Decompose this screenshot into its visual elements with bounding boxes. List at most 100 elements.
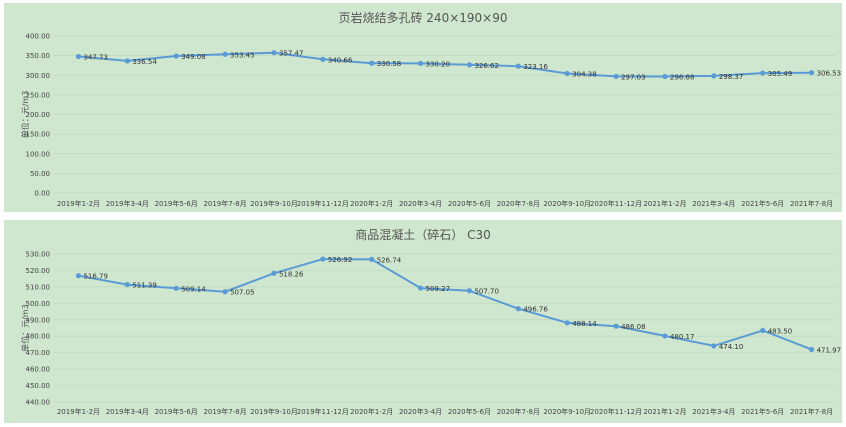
data-point <box>466 288 473 294</box>
data-label: 496.76 <box>523 306 548 314</box>
data-point <box>124 58 130 64</box>
y-tick-label: 200.00 <box>26 111 51 119</box>
data-label: 323.16 <box>523 63 548 71</box>
y-tick-label: 0.00 <box>34 190 50 198</box>
data-point <box>222 51 228 57</box>
line-chart-brick: 0.00 50.00 100.00 150.00 200.00 250.00 300.00 3… <box>20 33 842 209</box>
data-label: 296.88 <box>670 73 695 81</box>
y-tick-label: 480.00 <box>26 333 51 341</box>
data-label: 511.39 <box>132 282 157 290</box>
data-label: 330.20 <box>426 60 451 68</box>
data-label: 516.79 <box>83 273 108 281</box>
x-tick-label: 2020年5-6月 <box>448 199 491 208</box>
x-tick-label: 2019年7-8月 <box>203 407 246 416</box>
y-tick-label: 100.00 <box>26 150 51 158</box>
y-tick-label: 150.00 <box>26 131 51 139</box>
data-label: 507.70 <box>474 288 499 296</box>
series-line <box>78 51 812 78</box>
data-label: 340.66 <box>328 56 353 64</box>
data-label: 347.73 <box>83 54 108 62</box>
data-label: 357.47 <box>279 50 304 58</box>
data-label: 304.38 <box>572 71 597 79</box>
y-tick-label: 530.00 <box>26 251 51 259</box>
y-tick-label: 400.00 <box>26 33 51 41</box>
chart-title: 商品混凝土（碎石） C30 <box>355 228 491 242</box>
data-point <box>515 306 521 312</box>
data-point <box>271 50 277 56</box>
data-point <box>711 343 717 349</box>
x-tick-label: 2019年7-8月 <box>203 199 246 208</box>
data-point <box>711 73 717 79</box>
data-point <box>173 285 179 291</box>
data-point <box>662 73 668 80</box>
data-label: 297.03 <box>621 73 646 81</box>
data-point <box>320 56 326 62</box>
x-tick-label: 2020年11-12月 <box>590 199 642 208</box>
x-tick-label: 2021年3-4月 <box>692 199 735 208</box>
x-tick-label: 2021年7-8月 <box>790 199 833 208</box>
x-tick-label: 2019年5-6月 <box>155 407 198 416</box>
y-tick-label: 490.00 <box>26 316 51 324</box>
x-tick-label: 2019年11-12月 <box>297 199 349 208</box>
data-label: 474.10 <box>719 343 744 351</box>
x-tick-label: 2019年9-10月 <box>250 407 298 416</box>
x-tick-label: 2020年1-2月 <box>350 407 393 416</box>
data-point <box>271 270 277 276</box>
y-tick-label: 520.00 <box>26 267 51 275</box>
data-point <box>320 256 326 262</box>
y-tick-label: 500.00 <box>26 300 51 308</box>
x-tick-label: 2020年9-10月 <box>543 199 591 208</box>
x-tick-label: 2021年1-2月 <box>643 407 686 416</box>
chart-panel-brick: 页岩烧结多孔砖 240×190×90 0.00 50.00 100.00 150.00… <box>4 3 842 212</box>
chart-panel-concrete: 商品混凝土（碎石） C30 440.00 450.00 460.00 470.00 48… <box>4 220 842 423</box>
data-point <box>222 289 228 295</box>
data-label: 326.62 <box>474 62 499 70</box>
data-label: 471.97 <box>817 346 842 354</box>
data-point <box>173 53 179 59</box>
data-point <box>760 70 766 76</box>
y-axis-label: 单位：元/m3 <box>20 304 30 352</box>
data-point <box>515 63 521 69</box>
data-point <box>124 282 130 288</box>
data-point <box>760 327 766 334</box>
data-label: 353.45 <box>230 51 255 59</box>
data-label: 509.14 <box>181 285 206 293</box>
data-point <box>808 346 815 353</box>
data-point <box>808 70 815 76</box>
x-tick-label: 2020年11-12月 <box>590 407 642 416</box>
data-label: 509.27 <box>426 285 451 293</box>
data-label: 298.37 <box>719 73 744 81</box>
data-point <box>613 73 619 80</box>
x-tick-label: 2019年3-4月 <box>106 199 149 208</box>
data-point <box>466 62 473 68</box>
data-point <box>564 70 570 77</box>
data-label: 488.14 <box>572 320 597 328</box>
x-tick-label: 2020年5-6月 <box>448 407 491 416</box>
data-point <box>369 60 375 66</box>
x-tick-label: 2021年5-6月 <box>741 407 784 416</box>
x-tick-label: 2020年3-4月 <box>399 407 442 416</box>
y-axis-label: 单位：元/m3 <box>20 91 30 139</box>
y-tick-label: 350.00 <box>26 52 51 60</box>
data-label: 330.58 <box>377 60 402 68</box>
line-chart-concrete: 440.00 450.00 460.00 470.00 480.00 490.00 500.… <box>20 251 842 417</box>
data-label: 507.05 <box>230 289 255 297</box>
x-tick-label: 2019年5-6月 <box>155 199 198 208</box>
data-label: 526.74 <box>377 256 402 264</box>
data-point <box>417 60 424 66</box>
data-label: 518.26 <box>279 270 304 278</box>
x-tick-label: 2020年3-4月 <box>399 199 442 208</box>
data-point <box>75 273 82 279</box>
y-tick-label: 50.00 <box>30 170 50 178</box>
data-label: 336.54 <box>132 58 157 66</box>
x-tick-label: 2020年7-8月 <box>497 407 540 416</box>
data-label: 349.08 <box>181 53 206 61</box>
data-point <box>369 256 375 262</box>
x-tick-label: 2021年7-8月 <box>790 407 833 416</box>
data-label: 306.53 <box>817 70 842 78</box>
y-tick-label: 510.00 <box>26 283 51 291</box>
x-tick-label: 2021年1-2月 <box>643 199 686 208</box>
y-tick-label: 450.00 <box>26 382 51 390</box>
data-label: 483.50 <box>768 327 793 335</box>
y-tick-label: 460.00 <box>26 366 51 374</box>
